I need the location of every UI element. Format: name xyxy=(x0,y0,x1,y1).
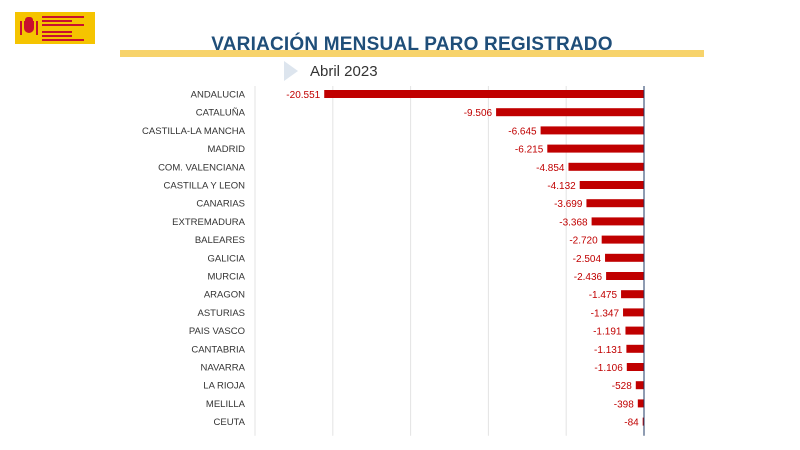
category-label: PAIS VASCO xyxy=(189,326,245,337)
bar xyxy=(626,363,644,371)
bar xyxy=(637,399,644,408)
bar xyxy=(606,272,644,280)
value-label: -2.436 xyxy=(574,272,603,283)
bar xyxy=(621,290,644,299)
value-label: -3.368 xyxy=(559,217,588,228)
category-label: LA RIOJA xyxy=(203,381,245,392)
category-label: MADRID xyxy=(208,144,246,155)
value-label: -1.475 xyxy=(589,290,618,301)
bar xyxy=(591,217,644,226)
category-label: CANTABRIA xyxy=(191,344,245,355)
bar xyxy=(625,326,644,335)
government-logo xyxy=(15,12,95,44)
bar xyxy=(540,126,644,135)
value-label: -84 xyxy=(624,418,639,429)
value-label: -3.699 xyxy=(554,199,583,210)
bar xyxy=(496,108,644,117)
category-label: CANARIAS xyxy=(196,199,245,210)
value-label: -20.551 xyxy=(286,90,320,101)
value-label: -1.191 xyxy=(593,327,622,338)
bar xyxy=(601,235,644,244)
bar xyxy=(635,381,644,390)
chevron-right-icon xyxy=(284,61,298,81)
value-label: -2.504 xyxy=(573,254,602,265)
category-label: ARAGON xyxy=(204,290,245,301)
value-label: -528 xyxy=(612,381,632,392)
bar xyxy=(568,162,644,171)
value-label: -9.506 xyxy=(464,108,493,119)
category-label: ANDALUCIA xyxy=(191,90,246,101)
category-label: GALICIA xyxy=(208,253,246,264)
value-label: -6.215 xyxy=(515,145,544,156)
bar xyxy=(586,199,644,208)
category-label: CASTILLA Y LEON xyxy=(164,181,246,192)
category-label: MURCIA xyxy=(208,272,246,283)
bar xyxy=(547,144,644,153)
value-label: -2.720 xyxy=(569,236,598,247)
value-label: -1.347 xyxy=(591,308,620,319)
value-label: -4.854 xyxy=(536,163,565,174)
ministry-text-graphic xyxy=(42,15,84,42)
value-label: -398 xyxy=(614,399,634,410)
bar xyxy=(605,253,644,262)
bar xyxy=(324,90,644,98)
bar xyxy=(626,344,644,353)
value-label: -6.645 xyxy=(508,126,537,137)
value-label: -4.132 xyxy=(547,181,576,192)
category-label: CEUTA xyxy=(214,417,246,428)
value-label: -1.131 xyxy=(594,345,623,356)
bar xyxy=(579,181,644,189)
category-label: CATALUÑA xyxy=(196,108,246,119)
chart-subtitle: Abril 2023 xyxy=(310,63,378,80)
category-label: COM. VALENCIANA xyxy=(158,162,246,173)
bar xyxy=(623,308,644,317)
bar xyxy=(642,417,644,426)
category-label: ASTURIAS xyxy=(197,308,245,319)
category-label: BALEARES xyxy=(195,235,245,246)
category-label: MELILLA xyxy=(206,399,246,410)
category-label: EXTREMADURA xyxy=(172,217,246,228)
category-label: NAVARRA xyxy=(200,363,245,374)
coat-of-arms-icon xyxy=(19,15,39,41)
chart-title: VARIACIÓN MENSUAL PARO REGISTRADO xyxy=(211,34,613,55)
category-label: CASTILLA-LA MANCHA xyxy=(142,126,246,137)
value-label: -1.106 xyxy=(594,363,623,374)
